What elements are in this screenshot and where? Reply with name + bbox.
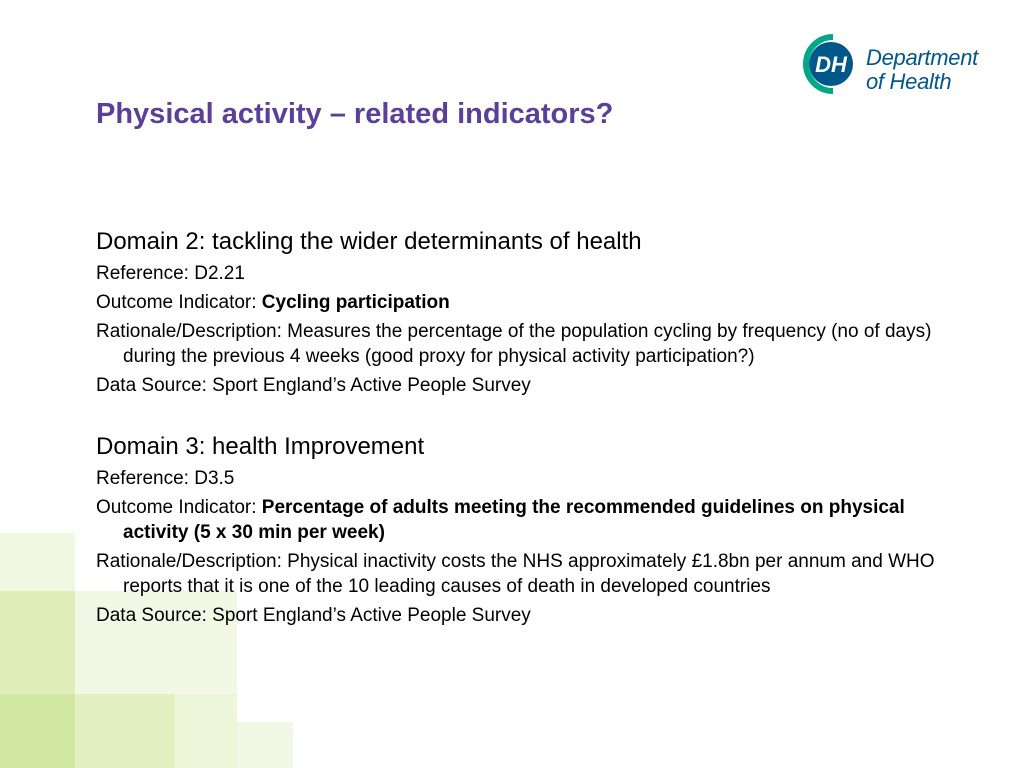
domain-section: Domain 3: health Improvement Reference: … xyxy=(96,431,956,628)
decorative-square xyxy=(75,694,175,768)
outcome-label: Outcome Indicator: xyxy=(96,497,262,518)
decorative-square xyxy=(0,694,75,768)
outcome-value: Percentage of adults meeting the recomme… xyxy=(123,497,905,543)
domain-section: Domain 2: tackling the wider determinant… xyxy=(96,226,956,398)
logo-abbreviation: DH xyxy=(815,52,848,77)
decorative-square xyxy=(0,591,75,694)
dh-logo-icon: DH xyxy=(803,34,853,94)
slide-title: Physical activity – related indicators? xyxy=(96,98,614,130)
decorative-square xyxy=(0,533,75,591)
logo-text: Department of Health xyxy=(866,46,978,94)
outcome-value: Cycling participation xyxy=(261,292,450,313)
logo-line-1: Department xyxy=(866,45,978,70)
domain-heading: Domain 2: tackling the wider determinant… xyxy=(96,228,642,255)
rationale-text: Rationale/Description: Measures the perc… xyxy=(96,321,932,367)
decorative-square xyxy=(75,591,237,694)
decorative-square xyxy=(237,722,293,768)
data-source-text: Data Source: Sport England’s Active Peop… xyxy=(96,605,531,626)
domain-heading: Domain 3: health Improvement xyxy=(96,433,425,460)
outcome-label: Outcome Indicator: xyxy=(96,292,262,313)
decorative-square xyxy=(175,694,237,768)
department-of-health-logo: DH Department of Health xyxy=(793,30,993,100)
outcome-indicator: Outcome Indicator: Cycling participation xyxy=(96,290,956,315)
slide-body: Domain 2: tackling the wider determinant… xyxy=(96,226,956,632)
outcome-indicator: Outcome Indicator: Percentage of adults … xyxy=(96,495,956,545)
rationale-text: Rationale/Description: Physical inactivi… xyxy=(96,551,935,597)
reference-text: Reference: D2.21 xyxy=(96,263,245,284)
data-source-text: Data Source: Sport England’s Active Peop… xyxy=(96,375,531,396)
reference-text: Reference: D3.5 xyxy=(96,468,235,489)
logo-line-2: of Health xyxy=(866,69,952,94)
